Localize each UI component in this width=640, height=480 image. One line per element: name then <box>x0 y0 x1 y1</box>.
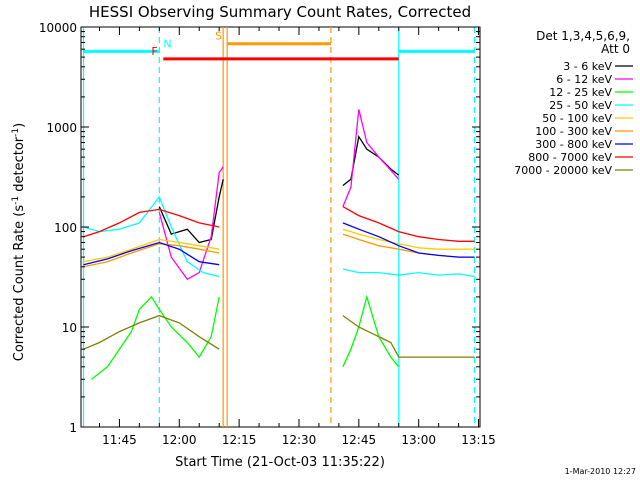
series-4 <box>83 228 475 263</box>
y-axis-label: Corrected Count Rate (s-1 detector-1) <box>11 123 27 361</box>
series-line <box>83 195 220 278</box>
series-line <box>342 315 475 358</box>
series-line <box>83 241 220 266</box>
series-1 <box>158 109 400 281</box>
x-tick-label: 12:00 <box>162 433 197 447</box>
series-line <box>91 295 220 380</box>
legend-header-line1: Det 1,3,4,5,6,9, <box>536 29 630 43</box>
series-3 <box>83 195 475 278</box>
legend-label: 7000 - 20000 keV <box>514 164 612 177</box>
y-tick-label: 1 <box>69 421 77 435</box>
series-line <box>83 238 220 263</box>
legend-label: 50 - 100 keV <box>542 112 612 125</box>
series-line <box>83 314 220 350</box>
x-axis-label: Start Time (21-Oct-03 11:35:22) <box>175 455 385 470</box>
plot-frame <box>80 26 481 428</box>
plot-area: NF S <box>80 26 481 428</box>
y-tick-label: 10000 <box>39 21 77 35</box>
y-axis-label-sup1: -1 <box>11 196 21 205</box>
series-2 <box>91 294 400 380</box>
series-0 <box>158 134 400 244</box>
x-tick-label: 13:15 <box>461 433 496 447</box>
series-line <box>342 109 400 207</box>
x-tick-label: 13:00 <box>401 433 436 447</box>
flag-label-s: S <box>215 30 222 43</box>
x-axis-ticks: 11:45 12:00 12:15 12:30 12:45 13:00 13:15 <box>98 27 496 447</box>
legend-label: 800 - 7000 keV <box>528 151 612 164</box>
series-line <box>158 179 224 244</box>
legend-label: 12 - 25 keV <box>549 86 612 99</box>
legend-label: 6 - 12 keV <box>556 73 612 86</box>
series-line <box>83 243 220 268</box>
y-axis-label-end: ) <box>12 123 27 128</box>
legend-label: 300 - 800 keV <box>535 138 612 151</box>
flag-label-f: F <box>151 45 157 58</box>
series-line <box>83 208 220 238</box>
series-6 <box>83 222 475 266</box>
series-line <box>342 134 400 187</box>
series-line <box>342 268 475 278</box>
y-axis-label-main: Corrected Count Rate (s <box>12 205 27 362</box>
flag-label-n: N <box>163 37 171 50</box>
legend-label: 3 - 6 keV <box>563 60 612 73</box>
x-tick-label: 12:30 <box>282 433 317 447</box>
legend-label: 25 - 50 keV <box>549 99 612 112</box>
y-axis-ticks: 1 10 100 1000 10000 <box>39 21 480 435</box>
y-tick-label: 1000 <box>46 121 77 135</box>
y-axis-label-mid: detector <box>12 136 27 196</box>
x-tick-label: 11:45 <box>102 433 137 447</box>
footer-date: 1-Mar-2010 12:27 <box>565 467 636 476</box>
series-line <box>342 228 475 250</box>
x-tick-label: 12:45 <box>342 433 377 447</box>
chart-title: HESSI Observing Summary Count Rates, Cor… <box>89 3 471 21</box>
x-tick-label: 12:15 <box>222 433 257 447</box>
series-line <box>342 206 475 242</box>
series-line <box>342 222 475 258</box>
y-axis-label-sup2: -1 <box>11 128 21 137</box>
series-line <box>158 166 224 281</box>
series-8 <box>83 314 475 358</box>
y-tick-label: 10 <box>62 321 77 335</box>
legend-header-line2: Att 0 <box>601 42 630 56</box>
y-tick-label: 100 <box>54 221 77 235</box>
series-5 <box>83 233 475 268</box>
series-7 <box>83 206 475 242</box>
legend-label: 100 - 300 keV <box>535 125 612 138</box>
series-line <box>342 294 400 368</box>
